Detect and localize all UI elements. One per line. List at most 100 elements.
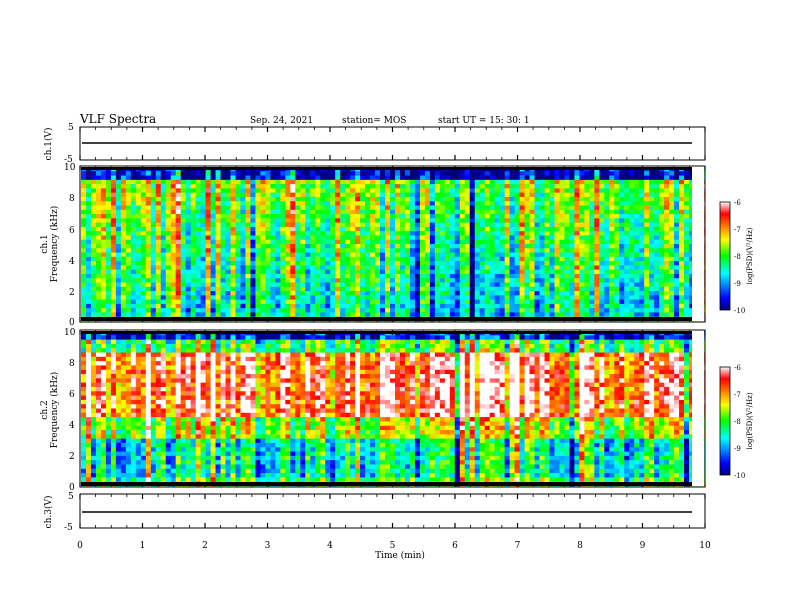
spectrogram-cell — [115, 175, 122, 181]
spectrogram-cell — [81, 256, 87, 262]
spectrogram-cell — [629, 214, 635, 219]
spectrogram-cell — [81, 460, 87, 465]
spectrogram-cell — [499, 222, 505, 228]
spectrogram-cell — [474, 196, 481, 202]
spectrogram-cell — [215, 282, 221, 288]
spectrogram-cell — [399, 291, 406, 296]
spectrogram-cell — [459, 265, 466, 270]
spectrogram-cell — [160, 286, 167, 292]
spectrogram-cell — [245, 248, 251, 253]
spectrogram-cell — [315, 252, 321, 258]
spectrogram-cell — [424, 196, 431, 202]
spectrogram-cell — [674, 308, 680, 313]
spectrogram-cell — [574, 239, 580, 245]
spectrogram-cell — [609, 308, 615, 313]
spectrogram-cell — [414, 299, 421, 305]
spectrogram-cell — [240, 295, 246, 300]
spectrogram-cell — [434, 231, 441, 236]
spectrogram-cell — [81, 282, 87, 288]
spectrogram-cell — [544, 218, 550, 223]
spectrogram-cell — [624, 261, 630, 266]
spectrogram-cell — [305, 218, 311, 223]
spectrogram-cell — [434, 218, 441, 223]
spectrogram-cell — [350, 286, 356, 292]
spectrogram-cell — [589, 273, 595, 279]
spectrogram-cell — [270, 244, 276, 249]
spectrogram-cell — [584, 312, 590, 318]
spectrogram-cell — [549, 175, 555, 181]
spectrogram-cell — [245, 303, 251, 309]
spectrogram-cell — [544, 171, 550, 176]
spectrogram-cell — [639, 201, 645, 206]
spectrogram-cell — [240, 218, 246, 223]
spectrogram-cell — [250, 196, 256, 202]
spectrogram-cell — [644, 201, 650, 206]
spectrogram-cell — [85, 339, 92, 345]
spectrogram-cell — [200, 231, 206, 236]
spectrogram-cell — [300, 196, 306, 202]
spectrogram-cell — [110, 184, 117, 189]
spectrogram-cell — [315, 222, 321, 228]
spectrogram-cell — [459, 179, 466, 185]
spectrogram-cell — [419, 291, 426, 296]
spectrogram-cell — [549, 226, 555, 232]
spectrogram-cell — [499, 235, 505, 241]
ch1-spectrogram-image — [81, 167, 705, 322]
spectrogram-cell — [674, 273, 680, 279]
spectrogram-cell — [360, 175, 366, 181]
spectrogram-cell — [385, 179, 391, 185]
spectrogram-cell — [295, 175, 301, 181]
spectrogram-cell — [345, 256, 351, 262]
spectrogram-cell — [380, 269, 386, 275]
spectrogram-cell — [479, 269, 485, 275]
spectrogram-cell — [260, 184, 266, 189]
spectrogram-cell — [250, 303, 256, 309]
spectrogram-cell — [330, 295, 336, 300]
spectrogram-cell — [135, 222, 142, 228]
spectrogram-cell — [355, 248, 361, 253]
spectrogram-cell — [125, 391, 132, 396]
spectrogram-cell — [579, 179, 585, 185]
spectrogram-cell — [95, 196, 102, 202]
spectrogram-cell — [350, 184, 356, 189]
spectrogram-cell — [629, 222, 635, 228]
spectrogram-cell — [609, 196, 615, 202]
spectrogram-cell — [115, 399, 122, 405]
spectrogram-cell — [285, 184, 291, 189]
spectrogram-cell — [679, 295, 685, 300]
spectrogram-cell — [414, 196, 421, 202]
spectrogram-cell — [484, 269, 490, 275]
spectrogram-cell — [225, 235, 231, 241]
spectrogram-cell — [210, 273, 216, 279]
spectrogram-cell — [95, 235, 102, 241]
spectrogram-cell — [479, 184, 485, 189]
spectrogram-cell — [175, 308, 181, 313]
spectrogram-cell — [305, 244, 311, 249]
spectrogram-cell — [649, 248, 655, 253]
spectrogram-cell — [320, 261, 326, 266]
spectrogram-cell — [574, 312, 580, 318]
spectrogram-cell — [414, 265, 421, 270]
spectrogram-cell — [350, 214, 356, 219]
spectrogram-cell — [150, 209, 157, 215]
spectrogram-cell — [145, 252, 152, 258]
spectrogram-cell — [549, 291, 555, 296]
spectrogram-cell — [409, 252, 416, 258]
spectrogram-cell — [459, 273, 466, 279]
spectrogram-cell — [429, 269, 436, 275]
spectrogram-cell — [589, 282, 595, 288]
spectrogram-cell — [370, 256, 376, 262]
spectrogram-cell — [404, 278, 411, 283]
spectrogram-cell — [185, 239, 191, 245]
spectrogram-cell — [81, 348, 87, 353]
spectrogram-cell — [105, 209, 112, 215]
spectrogram-cell — [579, 278, 585, 283]
spectrogram-cell — [629, 286, 635, 292]
spectrogram-cell — [594, 201, 600, 206]
spectrogram-cell — [130, 408, 137, 414]
spectrogram-cell — [444, 192, 451, 198]
spectrogram-cell — [205, 188, 211, 193]
spectrogram-cell — [125, 244, 132, 249]
spectrogram-cell — [115, 455, 122, 461]
spectrogram-cell — [444, 269, 451, 275]
